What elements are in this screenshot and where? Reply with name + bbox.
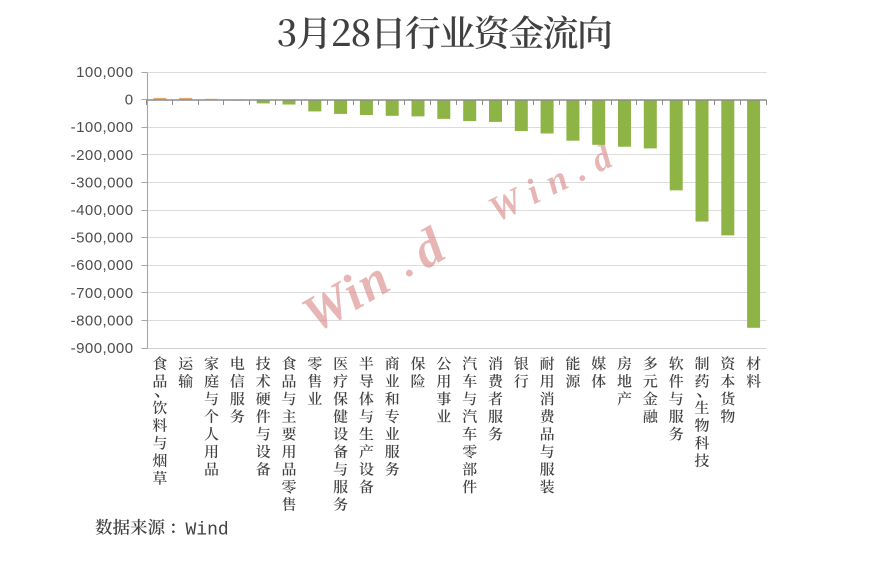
svg-text:-800,000: -800,000 <box>71 312 134 329</box>
svg-text:-600,000: -600,000 <box>71 257 134 274</box>
svg-text:-500,000: -500,000 <box>71 230 134 247</box>
svg-text:-200,000: -200,000 <box>71 147 134 164</box>
svg-text:Wind: Wind <box>186 521 229 541</box>
svg-text:-300,000: -300,000 <box>71 174 134 191</box>
svg-text:-100,000: -100,000 <box>71 119 134 136</box>
svg-text:100,000: 100,000 <box>76 64 133 81</box>
svg-text:-400,000: -400,000 <box>71 202 134 219</box>
svg-text:-900,000: -900,000 <box>71 340 134 357</box>
svg-text:-700,000: -700,000 <box>71 285 134 302</box>
svg-text:0: 0 <box>125 92 134 109</box>
